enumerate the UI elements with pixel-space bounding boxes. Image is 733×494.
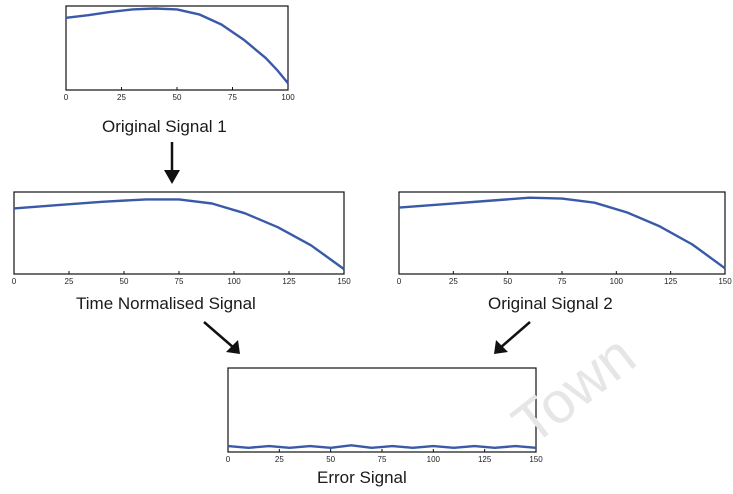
x-tick-label: 0	[64, 93, 69, 102]
caption-original-signal-1: Original Signal 1	[102, 117, 227, 136]
series-line	[65, 7, 289, 85]
x-tick-label: 0	[226, 455, 231, 464]
x-tick-label: 75	[175, 277, 184, 286]
arrow-down-right-icon	[203, 321, 240, 354]
caption-error-signal: Error Signal	[317, 468, 407, 487]
x-tick-label: 100	[281, 93, 295, 102]
series-line	[13, 198, 345, 271]
x-tick-label: 0	[12, 277, 17, 286]
panel-original-signal-1: 0 25 50 75 100	[60, 0, 300, 112]
caption-time-normalised-signal: Time Normalised Signal	[76, 294, 256, 313]
x-tick-label: 150	[529, 455, 543, 464]
chart-time-normalised-signal: 0 25 50 75 100 125 150	[12, 191, 351, 286]
x-tick-label: 25	[117, 93, 126, 102]
x-tick-label: 25	[449, 277, 458, 286]
x-tick-label: 0	[397, 277, 402, 286]
chart-original-signal-1: 0 25 50 75 100	[64, 5, 295, 102]
panel-time-normalised-signal: 0 25 50 75 100 125 150	[8, 188, 353, 294]
x-tick-label: 50	[173, 93, 182, 102]
caption-original-signal-2: Original Signal 2	[488, 294, 613, 313]
x-tick-label: 75	[228, 93, 237, 102]
plot-frame	[65, 5, 289, 91]
plot-frame	[227, 367, 537, 453]
x-tick-label: 50	[120, 277, 129, 286]
x-tick-label: 75	[378, 455, 387, 464]
x-tick-label: 100	[427, 455, 441, 464]
panel-original-signal-2: 0 25 50 75 100 125 150	[393, 188, 733, 294]
series-line	[227, 444, 537, 449]
x-tick-label: 125	[478, 455, 492, 464]
chart-original-signal-2: 0 25 50 75 100 125 150	[397, 191, 732, 286]
x-tick-label: 125	[282, 277, 296, 286]
x-tick-label: 125	[664, 277, 678, 286]
x-tick-label: 50	[326, 455, 335, 464]
series-line	[398, 196, 726, 270]
x-tick-label: 150	[337, 277, 351, 286]
x-tick-label: 150	[718, 277, 732, 286]
x-tick-label: 25	[275, 455, 284, 464]
panel-error-signal: 0 25 50 75 100 125 150	[222, 364, 543, 468]
arrow-down-left-icon	[494, 321, 531, 354]
x-tick-label: 100	[227, 277, 241, 286]
x-tick-label: 100	[610, 277, 624, 286]
arrow-down-icon	[164, 142, 180, 184]
x-tick-label: 50	[503, 277, 512, 286]
x-tick-label: 75	[558, 277, 567, 286]
chart-error-signal: 0 25 50 75 100 125 150	[226, 367, 543, 464]
x-tick-label: 25	[65, 277, 74, 286]
